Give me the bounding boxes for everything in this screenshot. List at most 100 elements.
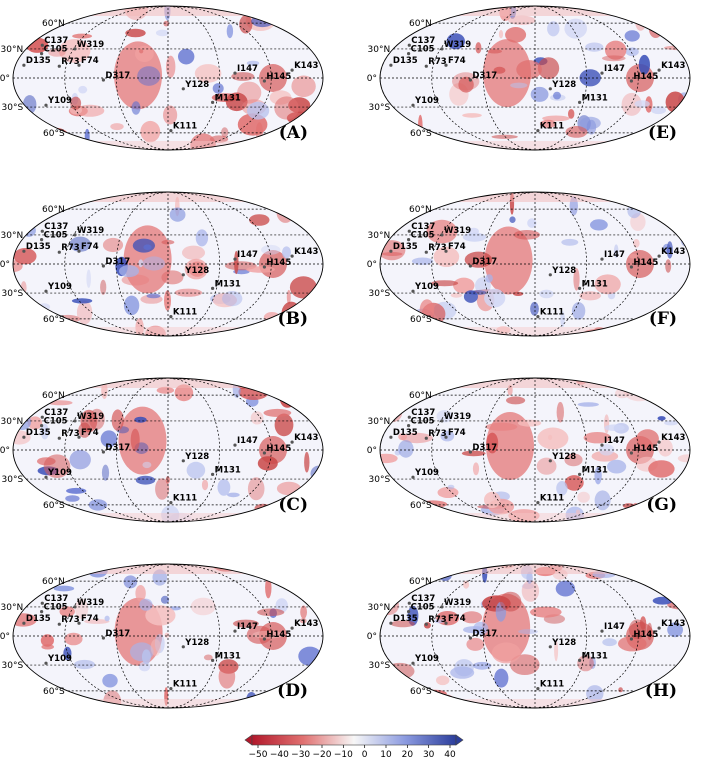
anomaly-blob xyxy=(472,462,480,476)
latitude-label: 0° xyxy=(367,632,377,642)
anomaly-blob xyxy=(75,104,105,117)
anomaly-blob xyxy=(111,409,124,431)
anomaly-blob xyxy=(680,299,689,319)
anomaly-blob xyxy=(137,66,161,86)
site-label: H145 xyxy=(266,630,291,640)
latitude-label: 60°N xyxy=(409,205,432,215)
latitude-label: 30°N xyxy=(1,417,24,427)
anomaly-blob xyxy=(135,475,156,485)
anomaly-blob xyxy=(182,245,205,260)
anomaly-blob xyxy=(188,261,206,277)
anomaly-blob xyxy=(53,585,75,592)
site-marker xyxy=(169,687,173,691)
colorbar-tick-label: −40 xyxy=(270,750,289,760)
colorbar-tick-label: 0 xyxy=(362,750,368,760)
anomaly-blob xyxy=(521,580,540,602)
anomaly-blob xyxy=(139,661,151,672)
site-label: Y128 xyxy=(551,452,576,462)
anomaly-blob xyxy=(249,214,270,226)
anomaly-blob xyxy=(498,30,504,39)
site-marker xyxy=(44,103,48,107)
site-label: C137 xyxy=(411,408,435,418)
anomaly-blob xyxy=(101,464,110,481)
site-marker xyxy=(536,315,540,319)
anomaly-blob xyxy=(169,207,186,222)
anomaly-blob xyxy=(628,253,638,259)
site-label: C105 xyxy=(44,231,68,241)
site-label: Y109 xyxy=(414,282,439,292)
site-marker xyxy=(548,273,552,277)
site-marker xyxy=(536,687,540,691)
anomaly-blob xyxy=(16,315,41,333)
anomaly-blob xyxy=(553,91,561,100)
anomaly-blob xyxy=(586,685,604,703)
site-marker xyxy=(440,419,444,423)
anomaly-blob xyxy=(508,15,536,25)
anomaly-blob xyxy=(667,599,690,610)
site-label: Y109 xyxy=(414,654,439,664)
anomaly-blob xyxy=(257,608,285,617)
anomaly-blob xyxy=(135,585,146,602)
anomaly-blob xyxy=(677,454,690,463)
anomaly-blob xyxy=(48,48,66,57)
site-label: C105 xyxy=(411,45,435,55)
anomaly-blob xyxy=(201,479,209,491)
anomaly-blob xyxy=(625,47,639,57)
site-label: I147 xyxy=(604,436,625,446)
anomaly-blob xyxy=(382,6,410,17)
site-label: D317 xyxy=(105,443,130,453)
anomaly-blob xyxy=(131,101,141,115)
anomaly-band xyxy=(13,564,323,574)
anomaly-blob xyxy=(450,666,475,679)
anomaly-blob xyxy=(666,10,677,19)
latitude-label: 30°N xyxy=(368,417,391,427)
anomaly-blob xyxy=(605,40,627,60)
anomaly-blob xyxy=(135,45,154,63)
latitude-label: 30°N xyxy=(1,603,24,613)
site-marker xyxy=(73,605,77,609)
graticule xyxy=(13,564,323,708)
site-label: K111 xyxy=(540,680,564,690)
site-marker xyxy=(262,79,266,83)
site-marker xyxy=(233,71,237,75)
site-label: D317 xyxy=(105,71,130,81)
anomaly-blob xyxy=(276,481,301,496)
site-label: W319 xyxy=(77,598,104,608)
anomaly-blob xyxy=(556,401,564,423)
anomaly-blob xyxy=(536,457,557,475)
anomaly-blob xyxy=(164,632,170,638)
anomaly-blob xyxy=(447,484,455,490)
anomaly-blob xyxy=(433,246,460,267)
colorbar-tick-label: 20 xyxy=(402,750,414,760)
site-marker xyxy=(57,250,61,254)
anomaly-blob xyxy=(135,318,144,336)
site-marker xyxy=(101,264,105,268)
anomaly-blob xyxy=(71,298,93,304)
anomaly-blob xyxy=(102,673,118,688)
site-marker xyxy=(444,249,448,253)
anomaly-blob xyxy=(75,598,89,619)
meridian-line xyxy=(167,378,272,522)
site-marker xyxy=(101,78,105,82)
site-marker xyxy=(101,450,105,454)
anomaly-blob xyxy=(154,634,165,653)
anomaly-blob xyxy=(13,676,30,697)
site-label: Y128 xyxy=(184,452,209,462)
anomaly-blob xyxy=(43,454,71,479)
latitude-label: 30°S xyxy=(369,289,391,299)
site-marker xyxy=(40,601,44,605)
anomaly-blob xyxy=(561,238,579,246)
anomaly-blob xyxy=(69,450,91,470)
anomaly-blob xyxy=(195,229,209,247)
site-label: K111 xyxy=(173,308,197,318)
anomaly-blob xyxy=(556,481,568,496)
anomaly-blob xyxy=(484,288,506,308)
site-marker xyxy=(629,79,634,83)
panel-letter: (G) xyxy=(646,495,677,515)
anomaly-blob xyxy=(212,83,224,94)
site-label: K143 xyxy=(661,619,685,629)
site-marker xyxy=(407,52,411,56)
anomaly-blob xyxy=(146,293,161,299)
